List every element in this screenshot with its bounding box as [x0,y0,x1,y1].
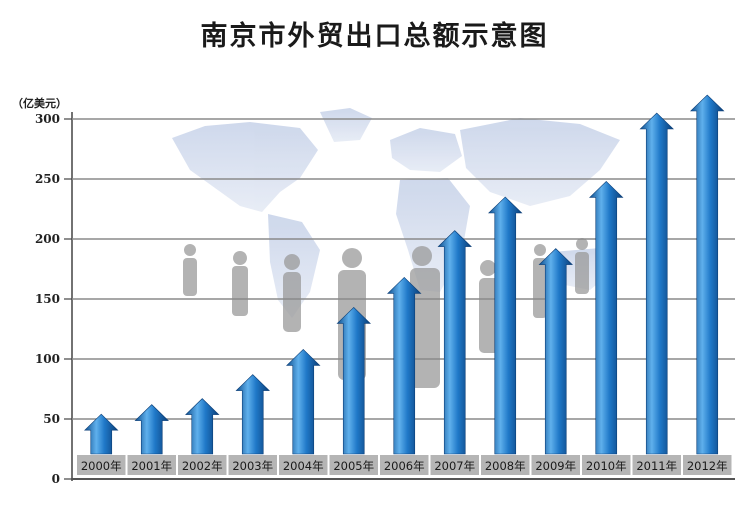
y-tick-label: 300 [35,112,60,126]
x-label-box [632,455,681,475]
bar-arrows [84,94,725,455]
x-tick-label: 2002年 [182,459,223,473]
business-people-silhouettes [183,238,589,388]
x-tick-label: 2006年 [384,459,425,473]
x-label-box [279,455,328,475]
bar-arrow [235,374,270,455]
x-label-box [582,455,631,475]
x-tick-label: 2010年 [586,459,627,473]
y-tick-label: 100 [35,352,60,366]
y-tick-label: 150 [35,292,60,306]
x-tick-labels: 2000年 2001年 2002年 2003年 2004年 2005年 2006年 2007年… [77,455,732,475]
bar-arrow [639,112,674,455]
x-tick-label: 2001年 [131,459,172,473]
map-north-america [172,122,318,212]
x-tick-label: 2012年 [687,459,728,473]
x-label-box [430,455,479,475]
bar-arrow [538,248,573,455]
bar-arrow [84,413,119,455]
x-tick-label: 2004年 [283,459,324,473]
x-tick-label: 2000年 [81,459,122,473]
bar-arrow [488,196,523,455]
bar-arrow [134,404,169,455]
y-tick-labels: 0 50 100 150 200 250 300 [35,112,72,486]
y-tick-label: 0 [52,472,60,486]
x-label-box [380,455,429,475]
y-axis: （亿美元） [12,96,735,481]
page-title: 南京市外贸出口总额示意图 [200,21,549,52]
map-europe [390,128,462,172]
bar-arrow [589,180,624,455]
x-label-box [683,455,732,475]
y-tick-label: 250 [35,172,60,186]
x-tick-label: 2003年 [232,459,273,473]
x-tick-label: 2011年 [636,459,677,473]
bar-arrow [286,348,321,455]
x-tick-label: 2009年 [535,459,576,473]
x-label-box [127,455,176,475]
y-tick-label: 200 [35,232,60,246]
bar-arrow [336,306,371,455]
x-tick-label: 2005年 [333,459,374,473]
x-label-box [228,455,277,475]
bar-arrow [185,398,220,455]
bar-arrow [387,276,422,455]
y-tick-label: 50 [43,412,60,426]
bar-arrow [437,230,472,455]
y-axis-title: （亿美元） [12,96,67,110]
x-label-box [77,455,126,475]
x-label-box [481,455,530,475]
x-label-box [531,455,580,475]
x-tick-label: 2007年 [434,459,475,473]
map-greenland [320,108,372,142]
map-asia [460,118,620,206]
x-label-box [329,455,378,475]
bar-arrow [690,94,725,455]
x-tick-label: 2008年 [485,459,526,473]
x-label-box [178,455,227,475]
